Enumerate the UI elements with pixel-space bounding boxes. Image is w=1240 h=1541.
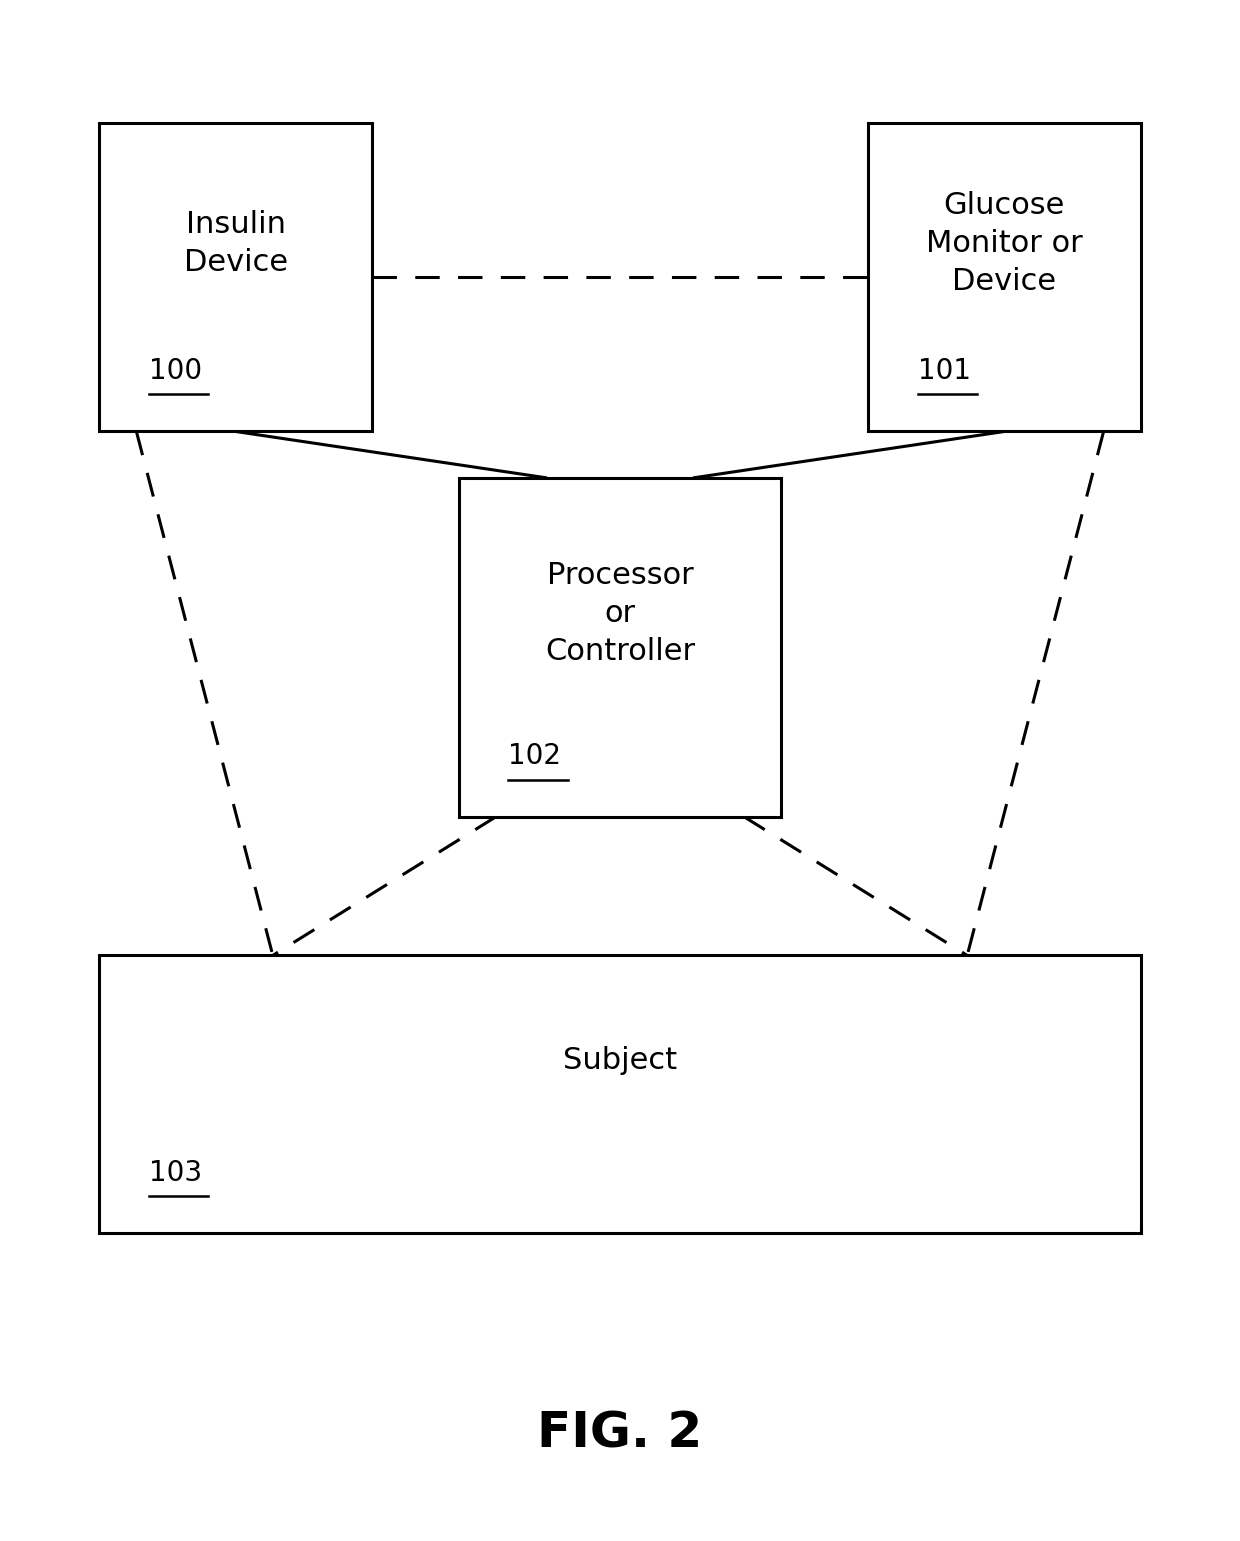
- Text: 101: 101: [918, 358, 971, 385]
- Text: 102: 102: [508, 743, 562, 770]
- FancyBboxPatch shape: [99, 955, 1141, 1233]
- FancyBboxPatch shape: [868, 123, 1141, 431]
- Text: 103: 103: [149, 1159, 202, 1187]
- Text: Insulin
Device: Insulin Device: [184, 210, 288, 277]
- Text: FIG. 2: FIG. 2: [537, 1408, 703, 1458]
- Text: Processor
or
Controller: Processor or Controller: [544, 561, 696, 666]
- Text: 100: 100: [149, 358, 202, 385]
- FancyBboxPatch shape: [99, 123, 372, 431]
- Text: Subject: Subject: [563, 1046, 677, 1074]
- FancyBboxPatch shape: [459, 478, 781, 817]
- Text: Glucose
Monitor or
Device: Glucose Monitor or Device: [926, 191, 1083, 296]
